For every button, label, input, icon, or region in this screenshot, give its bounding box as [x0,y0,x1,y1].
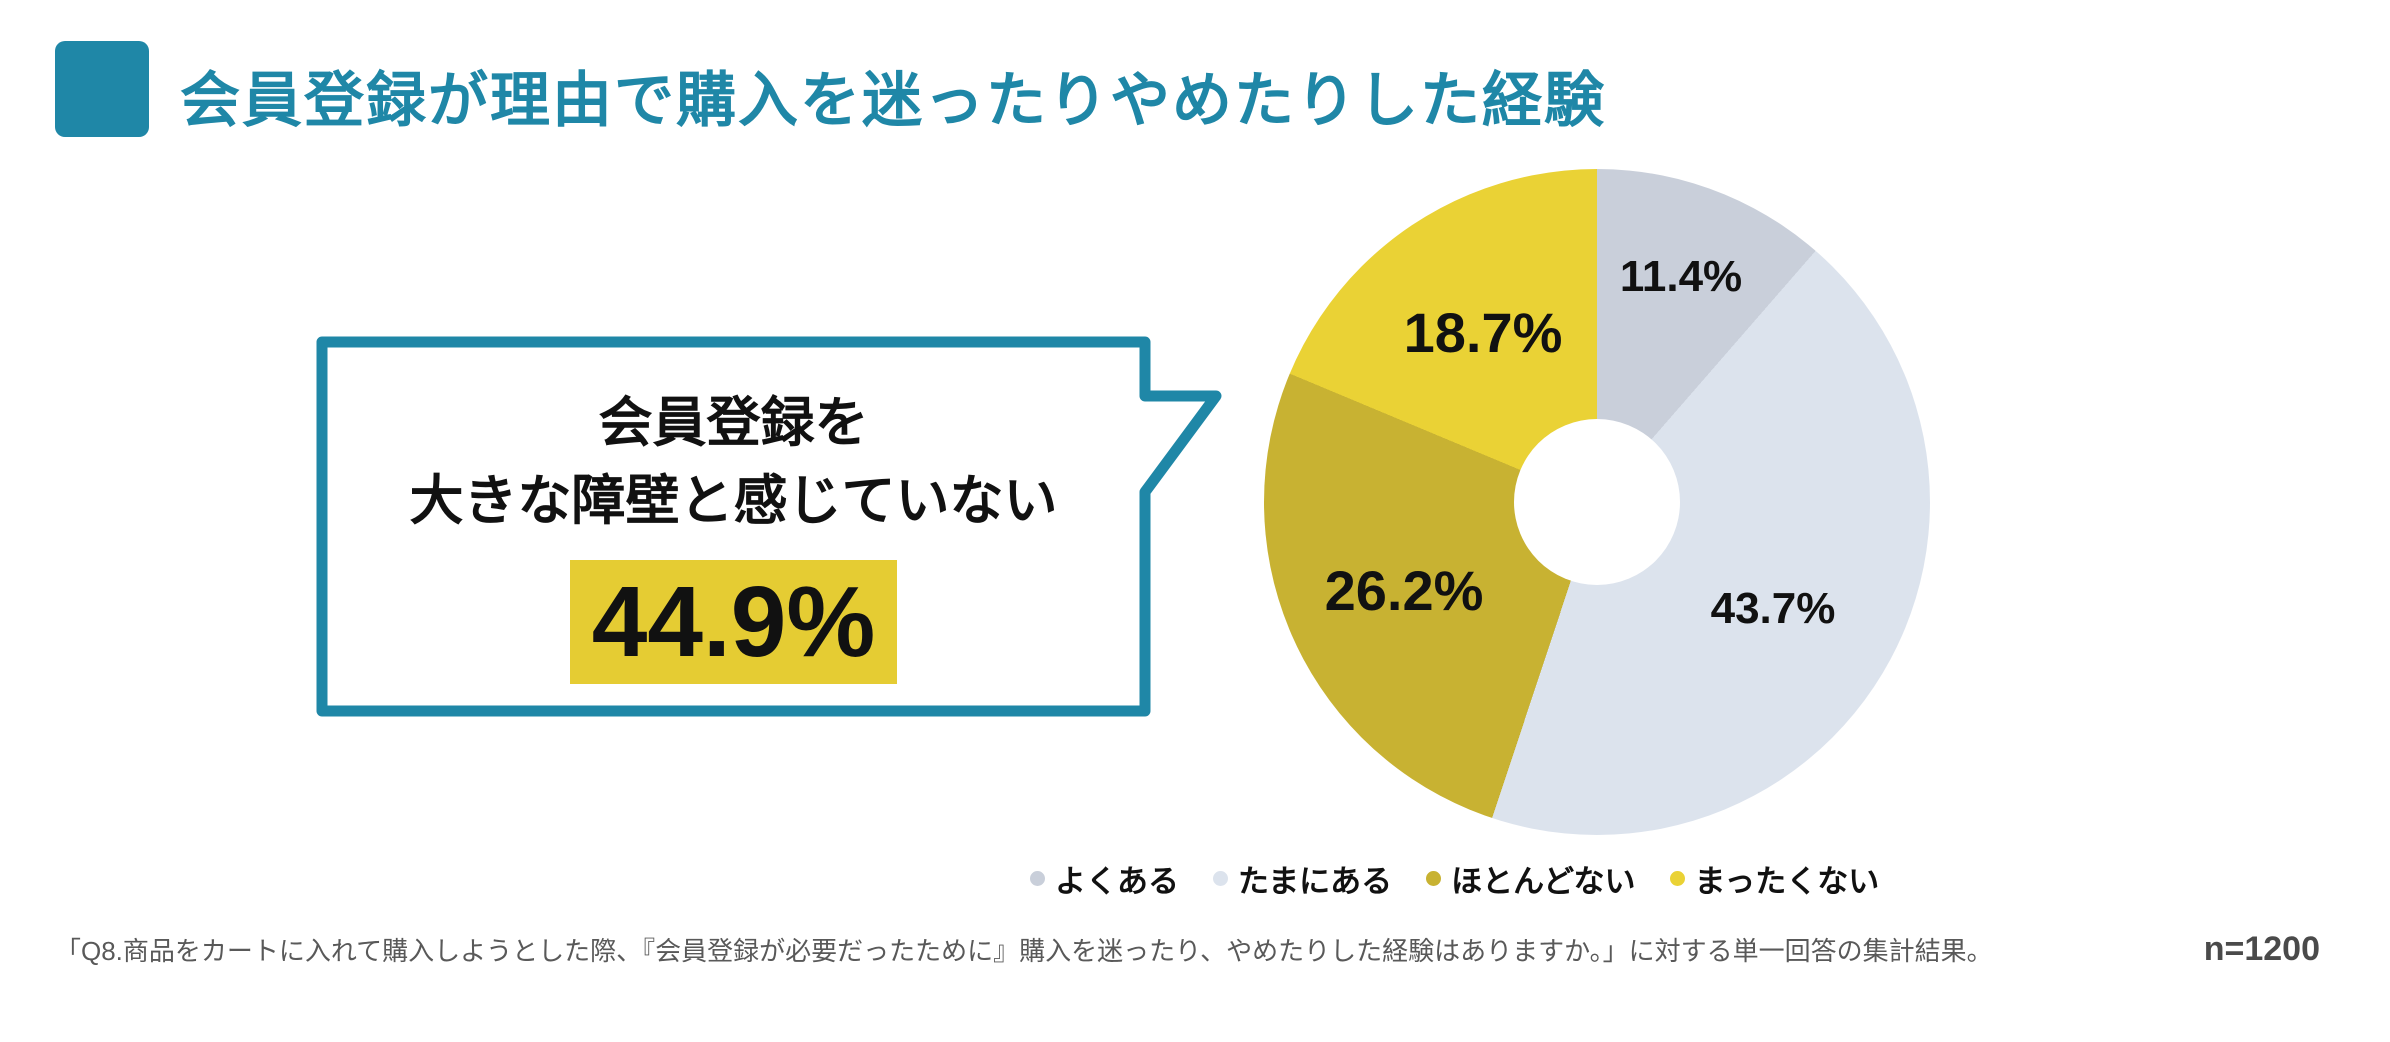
legend-dot-icon [1213,871,1228,886]
legend-item-mattakunai: まったくない [1669,856,1880,901]
callout-highlight-value: 44.9% [569,560,898,685]
legend-label: ほとんどない [1451,864,1636,899]
legend-dot-icon [1669,871,1685,886]
title-accent-square [55,41,149,137]
page-title: 会員登録が理由で購入を迷ったりやめたりした経験 [180,67,1606,134]
sample-size-label: n=1200 [2203,930,2320,968]
pie-label-tamaniaru: 43.7% [1710,584,1836,633]
legend-item-tamaniaru: たまにある [1213,856,1392,901]
legend-dot-icon [1426,871,1442,886]
donut-chart [1264,169,1930,835]
pie-label-mattakunai: 18.7% [1403,301,1563,364]
donut-hole [1514,419,1680,585]
survey-question-note: 「Q8.商品をカートに入れて購入しようとした際、『会員登録が必要だったために』購… [55,936,1993,966]
legend-item-yokuaru: よくある [1030,856,1179,901]
callout-text-line1: 会員登録を [598,393,869,453]
pie-label-yokuaru: 11.4% [1619,252,1743,301]
pie-label-hotondonai: 26.2% [1324,559,1484,622]
legend-item-hotondonai: ほとんどない [1426,856,1636,901]
legend-label: よくある [1055,864,1179,899]
legend-dot-icon [1030,871,1045,886]
chart-legend: よくある たまにある ほとんどない まったくない [1030,856,1879,901]
legend-label: まったくない [1694,864,1880,899]
callout-text-line2: 大きな障壁と感じていない [409,471,1058,532]
callout-content: 会員登録を 大きな障壁と感じていない 44.9% [322,342,1145,711]
legend-label: たまにある [1238,864,1393,899]
